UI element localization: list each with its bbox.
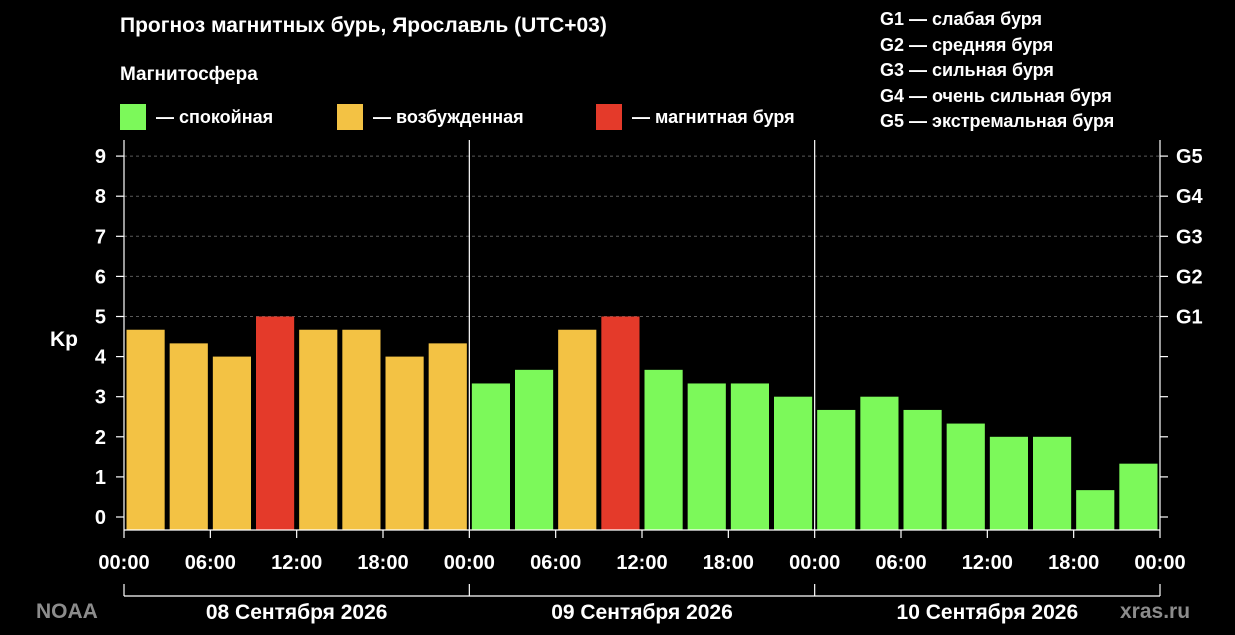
kp-bar xyxy=(126,329,165,530)
storm-level-g1: G1 — слабая буря xyxy=(880,9,1043,29)
legend-item-storm: — магнитная буря xyxy=(596,104,795,130)
legend-label-active: — возбужденная xyxy=(373,106,524,127)
kp-bar xyxy=(342,329,381,530)
kp-bar xyxy=(860,396,899,530)
kp-bar xyxy=(644,369,683,530)
chart-title: Прогноз магнитных бурь, Ярославль (UTC+0… xyxy=(120,14,607,37)
kp-bar xyxy=(989,436,1028,530)
kp-bar xyxy=(817,409,856,530)
legend-item-quiet: — спокойная xyxy=(120,104,273,130)
storm-tick-label: G3 xyxy=(1176,226,1203,248)
x-tick-label: 12:00 xyxy=(962,552,1013,574)
storm-level-g5: G5 — экстремальная буря xyxy=(880,111,1115,131)
site-label: xras.ru xyxy=(1120,600,1191,623)
x-tick-label: 00:00 xyxy=(789,552,840,574)
y-tick-label: 1 xyxy=(95,467,106,489)
y-axis-label: Kp xyxy=(50,328,78,351)
day-label: 08 Сентября 2026 xyxy=(206,601,388,624)
y-tick-label: 0 xyxy=(95,507,106,529)
source-label: NOAA xyxy=(36,600,98,623)
day-label: 09 Сентября 2026 xyxy=(551,601,733,624)
kp-bar xyxy=(385,356,424,530)
storm-tick-label: G5 xyxy=(1176,146,1203,168)
kp-bar xyxy=(903,409,942,530)
x-tick-label: 12:00 xyxy=(616,552,667,574)
x-tick-label: 00:00 xyxy=(98,552,149,574)
kp-bar xyxy=(212,356,251,530)
y-tick-label: 6 xyxy=(95,266,106,288)
y-tick-label: 7 xyxy=(95,226,106,248)
kp-bar xyxy=(1119,463,1158,530)
kp-bar xyxy=(687,383,726,530)
legend-label-storm: — магнитная буря xyxy=(632,106,795,127)
x-tick-label: 18:00 xyxy=(357,552,408,574)
y-tick-label: 9 xyxy=(95,146,106,168)
x-tick-label: 00:00 xyxy=(444,552,495,574)
legend-item-active: — возбужденная xyxy=(337,104,524,130)
kp-bar xyxy=(946,423,985,530)
y-tick-label: 8 xyxy=(95,186,106,208)
kp-bar xyxy=(169,343,208,530)
storm-tick-label: G2 xyxy=(1176,266,1203,288)
kp-bar xyxy=(471,383,510,530)
kp-bar xyxy=(730,383,769,530)
y-tick-label: 5 xyxy=(95,307,106,329)
kp-bar xyxy=(1033,436,1072,530)
storm-level-g4: G4 — очень сильная буря xyxy=(880,85,1112,106)
storm-level-g2: G2 — средняя буря xyxy=(880,34,1054,55)
x-tick-label: 12:00 xyxy=(271,552,322,574)
kp-bar xyxy=(299,329,338,530)
kp-bar xyxy=(558,329,597,530)
x-tick-label: 18:00 xyxy=(1048,552,1099,574)
legend-swatch-active xyxy=(337,104,363,130)
x-tick-label: 00:00 xyxy=(1134,552,1185,574)
kp-bar xyxy=(601,316,640,530)
day-label: 10 Сентября 2026 xyxy=(897,601,1079,624)
storm-level-g3: G3 — сильная буря xyxy=(880,60,1054,80)
storm-tick-label: G4 xyxy=(1176,186,1204,208)
x-tick-label: 06:00 xyxy=(530,552,581,574)
x-tick-label: 06:00 xyxy=(875,552,926,574)
x-tick-label: 18:00 xyxy=(703,552,754,574)
kp-bar xyxy=(256,316,295,530)
legend-swatch-storm xyxy=(596,104,622,130)
storm-tick-label: G1 xyxy=(1176,307,1203,329)
kp-bar xyxy=(515,369,554,530)
x-tick-label: 06:00 xyxy=(185,552,236,574)
kp-bar xyxy=(1076,490,1115,530)
y-tick-label: 2 xyxy=(95,427,106,449)
legend-label-quiet: — спокойная xyxy=(156,106,274,127)
legend-swatch-quiet xyxy=(120,104,146,130)
y-tick-label: 4 xyxy=(95,347,107,369)
storm-level-list: G1 — слабая буря G2 — средняя буря G3 — … xyxy=(880,7,1114,135)
y-tick-label: 3 xyxy=(95,387,106,409)
kp-bar xyxy=(774,396,813,530)
legend-title: Магнитосфера xyxy=(120,64,258,85)
kp-bar xyxy=(428,343,467,530)
